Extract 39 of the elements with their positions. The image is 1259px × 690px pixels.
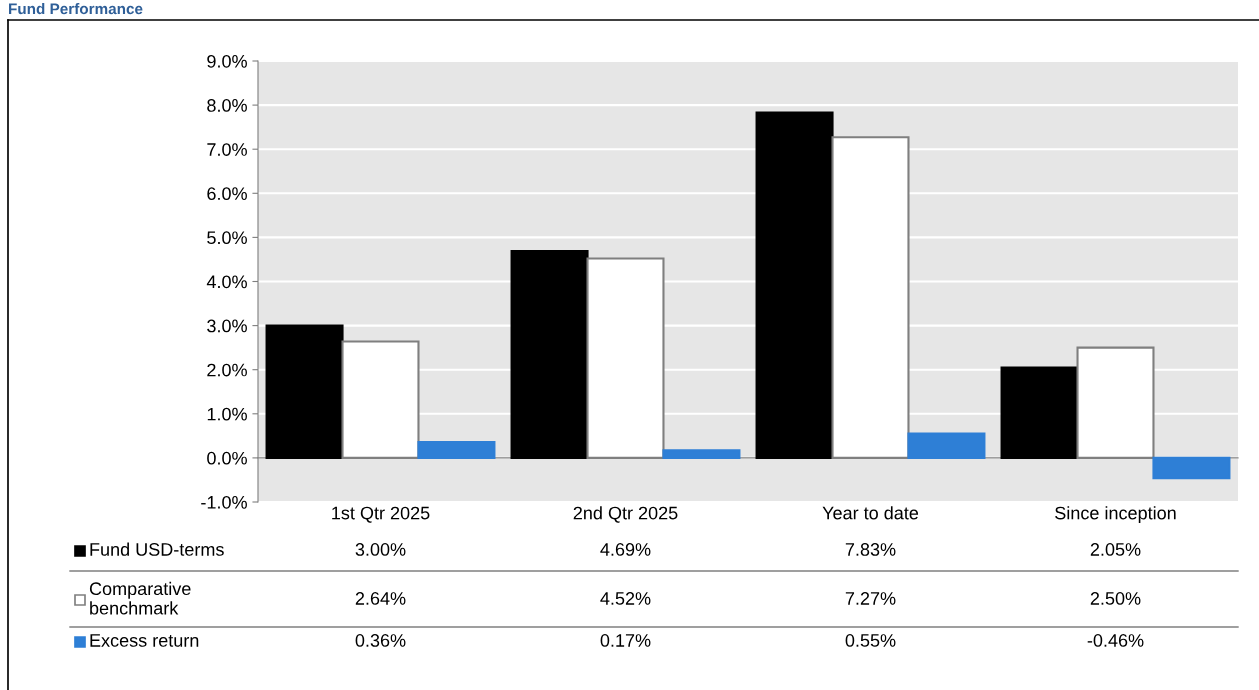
data-label: 2.05% <box>1090 543 1141 556</box>
data-label: 7.83% <box>845 543 896 556</box>
data-label: 2.64% <box>355 592 406 605</box>
y-tick-label: -1.0% <box>201 495 247 509</box>
bar <box>907 432 986 459</box>
y-tick-label: 8.0% <box>207 99 247 112</box>
legend-label: Excess return <box>90 634 199 647</box>
data-label: 0.36% <box>355 634 406 647</box>
data-label: 3.00% <box>355 543 406 556</box>
x-tick-label: Year to date <box>822 506 919 520</box>
data-label: 4.52% <box>600 592 651 605</box>
legend-label: Comparative benchmark <box>89 581 191 615</box>
data-label: 0.55% <box>845 634 896 647</box>
bar <box>1000 366 1079 459</box>
x-tick-label: Since inception <box>1055 506 1176 523</box>
data-label: 7.27% <box>845 592 896 605</box>
data-label: 2.50% <box>1090 592 1141 605</box>
y-tick-label: 1.0% <box>207 407 247 421</box>
legend-label: Fund USD-terms <box>90 542 224 556</box>
bar <box>510 250 589 459</box>
data-label: 0.17% <box>600 634 651 647</box>
bar <box>1152 456 1231 480</box>
y-tick-label: 0.0% <box>207 451 247 465</box>
y-tick-label: 3.0% <box>207 319 247 333</box>
x-tick-label: 1st Qtr 2025 <box>332 506 430 523</box>
text: Fund Performance <box>9 3 143 15</box>
bar <box>755 111 834 459</box>
data-label: -0.46% <box>1087 634 1144 647</box>
y-tick-label: 9.0% <box>207 54 247 68</box>
y-tick-label: 5.0% <box>207 231 247 245</box>
y-tick-label: 2.0% <box>207 363 247 377</box>
bar <box>662 449 741 459</box>
bar <box>417 440 496 459</box>
y-tick-label: 7.0% <box>207 143 247 156</box>
x-tick-label: 2nd Qtr 2025 <box>573 506 678 523</box>
y-tick-label: 6.0% <box>207 187 247 201</box>
bar <box>265 324 344 459</box>
data-label: 4.69% <box>600 543 651 556</box>
y-tick-label: 4.0% <box>206 275 247 289</box>
